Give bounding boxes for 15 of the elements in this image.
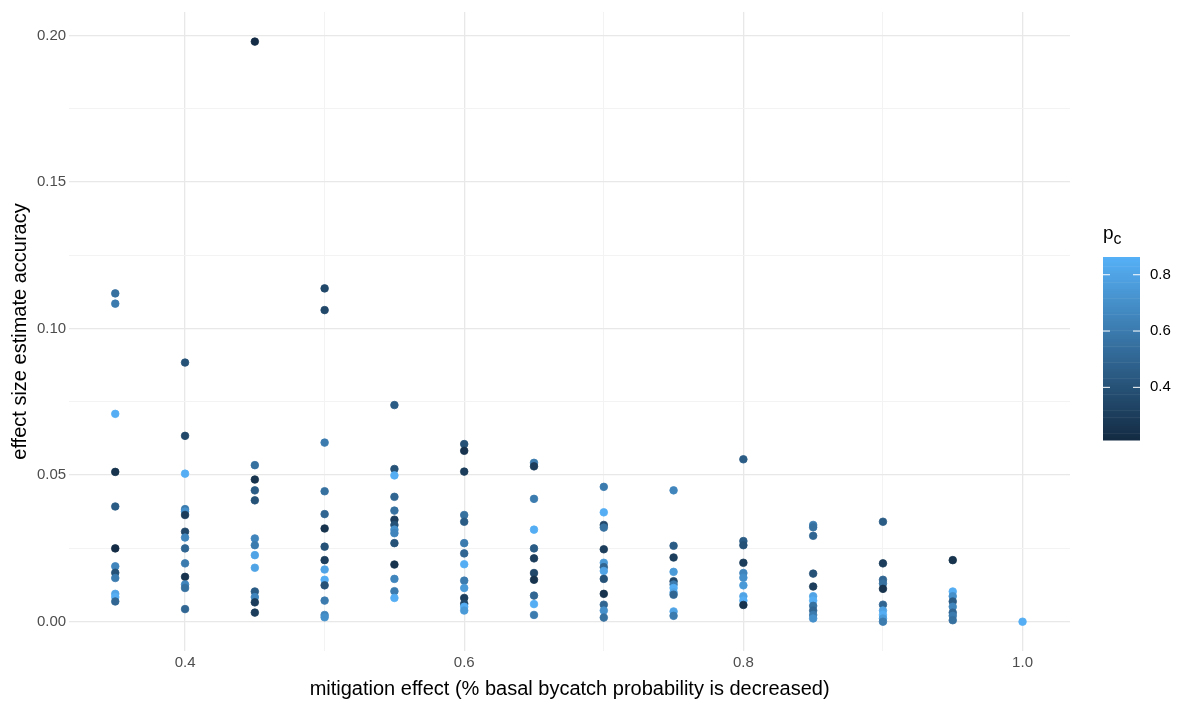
y-tick-label: 0.05 xyxy=(36,465,67,483)
color-bar-title: p$_{c}$ xyxy=(1103,222,1122,248)
y-tick-label: 0.10 xyxy=(36,318,67,336)
x-tick-label: 0.4 xyxy=(174,653,196,671)
x-tick-label: 0.8 xyxy=(732,653,754,671)
x-tick-label: 1.0 xyxy=(1012,653,1033,671)
y-tick-label: 0.00 xyxy=(36,611,67,629)
color-bar-label: 0.6 xyxy=(1150,321,1171,339)
color-bar-label: 0.4 xyxy=(1150,377,1171,395)
x-axis-title: mitigation effect (% basal bycatch probability is decreased) xyxy=(309,676,830,699)
y-tick-label: 0.20 xyxy=(36,25,67,43)
color-bar-label: 0.8 xyxy=(1150,264,1171,282)
y-tick-label: 0.15 xyxy=(36,172,67,190)
y-axis-title: effect size estimate accuracy xyxy=(7,203,30,460)
x-tick-label: 0.6 xyxy=(453,653,475,671)
